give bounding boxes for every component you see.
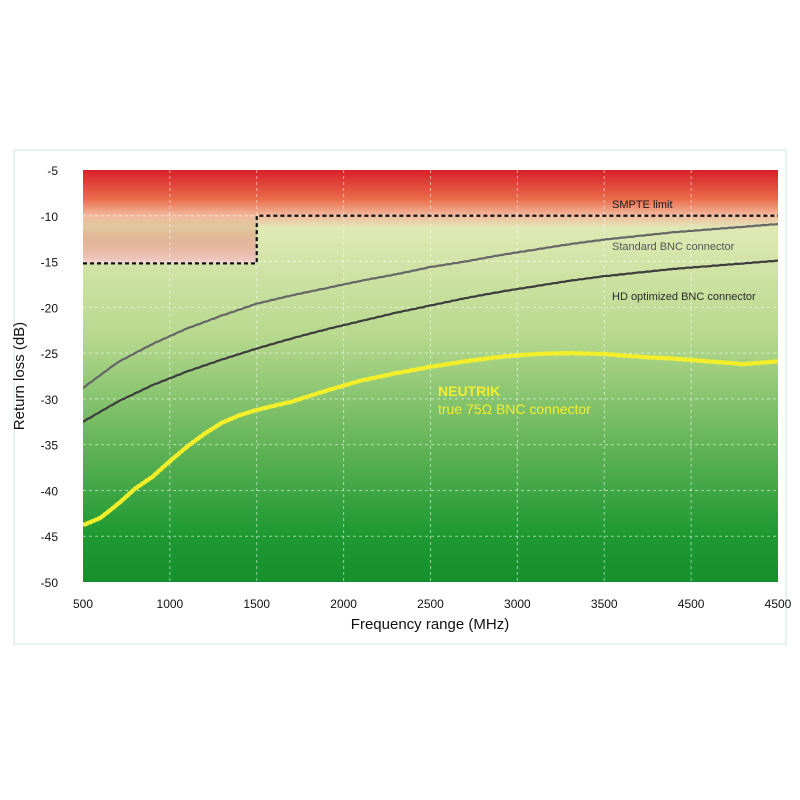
series-labels: Standard BNC connector HD optimized BNC c… bbox=[438, 241, 756, 417]
y-tick-label: -10 bbox=[41, 210, 59, 224]
x-tick-label: 2000 bbox=[330, 597, 357, 611]
hd-bnc-label: HD optimized BNC connector bbox=[612, 291, 756, 303]
y-tick-label: -30 bbox=[41, 393, 59, 407]
y-tick-label: -20 bbox=[41, 301, 59, 315]
x-tick-label: 3000 bbox=[504, 597, 531, 611]
y-tick-label: -15 bbox=[41, 256, 59, 270]
y-axis-label: Return loss (dB) bbox=[11, 322, 28, 430]
y-tick-label: -40 bbox=[41, 484, 59, 498]
x-tick-label: 1500 bbox=[243, 597, 270, 611]
y-tick-label: -35 bbox=[41, 439, 59, 453]
gridlines bbox=[83, 170, 778, 582]
y-tick-label: -50 bbox=[41, 576, 59, 590]
hd-bnc-line bbox=[83, 259, 778, 423]
x-tick-label: 4500 bbox=[765, 597, 792, 611]
standard-bnc-line bbox=[83, 222, 778, 389]
standard-bnc-label: Standard BNC connector bbox=[612, 241, 735, 253]
x-axis-label: Frequency range (MHz) bbox=[351, 616, 509, 633]
x-tick-label: 3500 bbox=[591, 597, 618, 611]
y-tick-label: -5 bbox=[47, 164, 58, 178]
neutrik-bnc-line bbox=[83, 350, 778, 528]
x-tick-label: 4500 bbox=[678, 597, 705, 611]
x-tick-label: 2500 bbox=[417, 597, 444, 611]
smpte-limit-label: SMPTE limit bbox=[612, 199, 673, 211]
x-axis-ticks: 500 1000 1500 2000 2500 3000 3500 4500 4500 bbox=[73, 597, 792, 611]
x-tick-label: 1000 bbox=[157, 597, 184, 611]
y-tick-label: -45 bbox=[41, 530, 59, 544]
smpte-limit-line bbox=[83, 214, 778, 265]
y-axis-ticks: -5 -10 -15 -20 -25 -30 -35 -40 -45 -50 bbox=[41, 164, 59, 590]
y-tick-label: -25 bbox=[41, 347, 59, 361]
neutrik-label-line2: true 75Ω BNC connector bbox=[438, 401, 591, 417]
neutrik-label-line1: NEUTRIK bbox=[438, 383, 500, 399]
smpte-limit-group: SMPTE limit bbox=[83, 199, 778, 265]
series-group bbox=[83, 222, 778, 528]
x-tick-label: 500 bbox=[73, 597, 93, 611]
